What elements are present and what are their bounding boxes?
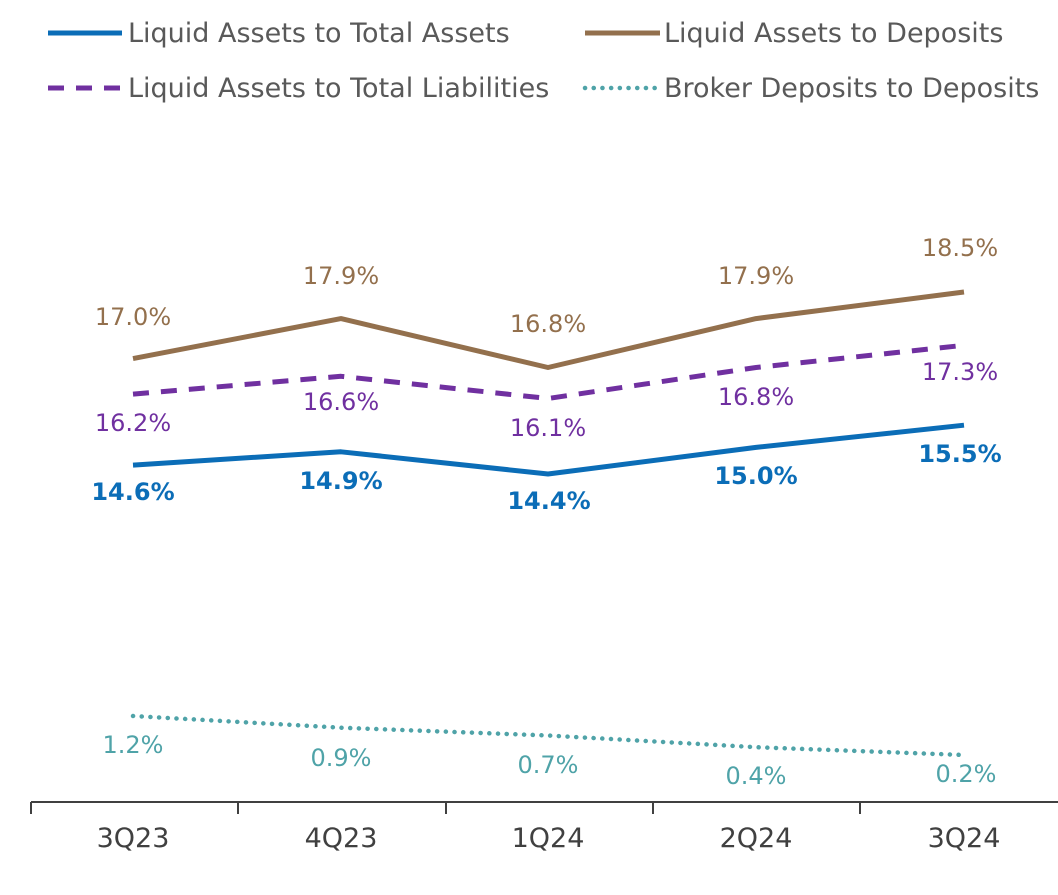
data-label-s2-p3: 16.8% bbox=[510, 310, 586, 338]
x-tick-label-2: 4Q23 bbox=[305, 823, 378, 854]
x-tick-label-3: 1Q24 bbox=[512, 823, 585, 854]
x-tick-label-5: 3Q24 bbox=[928, 823, 1001, 854]
data-label-s4-p4: 0.4% bbox=[726, 762, 787, 790]
data-labels: 14.6% 14.9% 14.4% 15.0% 15.5% 17.0% 17.9% 16.8%… bbox=[91, 234, 1001, 790]
series-line-1 bbox=[132, 422, 965, 477]
data-label-s4-p3: 0.7% bbox=[518, 751, 579, 779]
series-line-4 bbox=[130, 713, 967, 758]
series-line-2 bbox=[132, 289, 965, 370]
legend-label-2: Liquid Assets to Deposits bbox=[664, 18, 1003, 49]
x-tick-label-4: 2Q24 bbox=[720, 823, 793, 854]
data-label-s1-p1: 14.6% bbox=[91, 478, 174, 506]
x-axis: 3Q23 4Q23 1Q24 2Q24 3Q24 bbox=[30, 801, 1058, 854]
x-tick-label-1: 3Q23 bbox=[97, 823, 170, 854]
chart-legend: Liquid Assets to Total Assets Liquid Asse… bbox=[48, 18, 1039, 104]
data-label-s3-p2: 16.6% bbox=[303, 388, 379, 416]
data-label-s4-p5: 0.2% bbox=[936, 760, 997, 788]
data-label-s1-p2: 14.9% bbox=[299, 467, 382, 495]
data-label-s1-p5: 15.5% bbox=[918, 440, 1001, 468]
series-line-3 bbox=[132, 342, 965, 401]
data-label-s3-p3: 16.1% bbox=[510, 414, 586, 442]
data-label-s3-p5: 17.3% bbox=[922, 358, 998, 386]
data-label-s2-p2: 17.9% bbox=[303, 262, 379, 290]
data-label-s3-p1: 16.2% bbox=[95, 409, 171, 437]
data-label-s4-p1: 1.2% bbox=[103, 731, 164, 759]
legend-label-4: Broker Deposits to Deposits bbox=[664, 73, 1039, 104]
data-label-s4-p2: 0.9% bbox=[311, 744, 372, 772]
data-label-s2-p1: 17.0% bbox=[95, 303, 171, 331]
data-label-s2-p4: 17.9% bbox=[718, 262, 794, 290]
data-label-s3-p4: 16.8% bbox=[718, 383, 794, 411]
legend-label-3: Liquid Assets to Total Liabilities bbox=[128, 73, 549, 104]
data-label-s1-p3: 14.4% bbox=[507, 487, 590, 515]
legend-label-1: Liquid Assets to Total Assets bbox=[128, 18, 510, 49]
data-label-s1-p4: 15.0% bbox=[714, 462, 797, 490]
data-label-s2-p5: 18.5% bbox=[922, 234, 998, 262]
series-lines bbox=[130, 289, 967, 758]
